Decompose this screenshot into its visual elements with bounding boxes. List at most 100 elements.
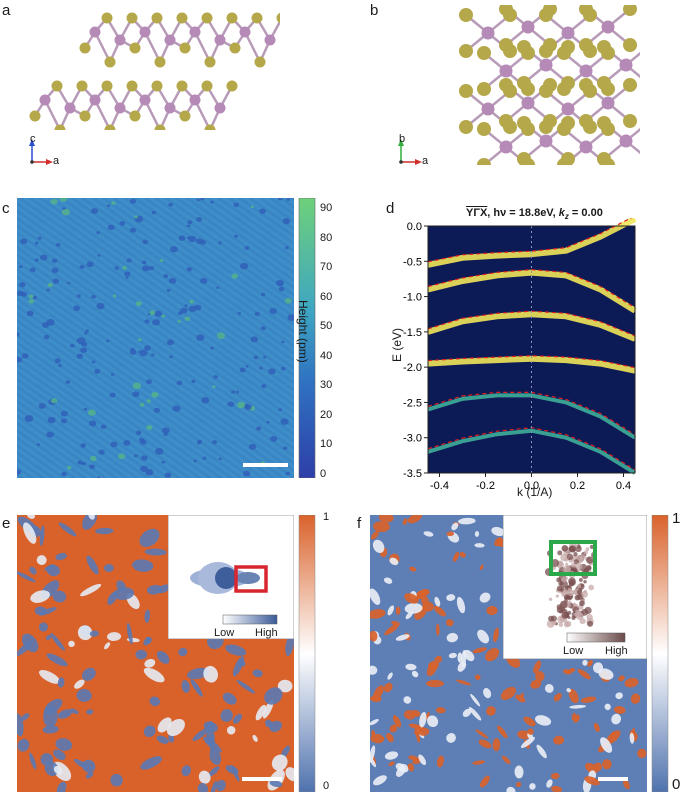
map-blob (434, 655, 443, 664)
defect-spot (88, 420, 97, 427)
map-blob (598, 668, 614, 680)
map-blob (478, 739, 492, 749)
defect-spot (110, 373, 115, 376)
metal-atom (264, 34, 276, 46)
defect-spot (46, 288, 51, 292)
map-blob (210, 733, 215, 753)
colorbar-tick-label: 90 (320, 202, 333, 214)
defect-spot (282, 218, 291, 225)
y-tick-label: 0.0 (407, 221, 422, 233)
map-blob (582, 659, 588, 666)
map-blob (479, 592, 491, 603)
map-blob (463, 649, 475, 662)
inset-spot (565, 620, 572, 627)
defect-spot (187, 220, 193, 225)
map-blob (383, 682, 393, 693)
defect-spot (237, 311, 242, 315)
metal-atom (89, 26, 101, 38)
defect-spot (151, 353, 155, 357)
map-blob (17, 738, 30, 752)
map-blob (470, 693, 481, 707)
scale-bar-f (598, 777, 628, 781)
map-blob (392, 715, 402, 728)
map-blob (20, 713, 30, 722)
defect-spot (34, 241, 39, 245)
map-blob (580, 696, 597, 703)
map-blob (587, 659, 593, 667)
arpes-plot-area (428, 226, 635, 473)
map-blob (395, 634, 410, 641)
map-blob (472, 760, 485, 765)
defect-spot (79, 264, 85, 270)
inset-spot (586, 564, 592, 571)
inset-spot (589, 544, 594, 550)
map-blob (21, 633, 39, 653)
map-blob (402, 518, 408, 525)
map-blob (88, 515, 95, 520)
inset-spot (586, 613, 593, 621)
map-blob (53, 749, 66, 761)
map-blob (407, 515, 422, 524)
inset-spot (563, 618, 568, 623)
defect-spot (17, 332, 20, 337)
arpes-band (427, 428, 637, 475)
defect-spot (58, 364, 62, 367)
defect-spot (51, 267, 59, 274)
map-blob (373, 775, 387, 786)
map-blob (404, 593, 419, 604)
map-blob (156, 650, 170, 664)
map-blob (216, 779, 226, 792)
sulfur-atom (477, 122, 491, 136)
map-blob (156, 584, 171, 594)
defect-spot (106, 204, 111, 208)
map-blob (472, 647, 487, 654)
map-blob (497, 725, 508, 739)
colorbar-tick-label: 80 (320, 231, 333, 244)
map-blob (569, 704, 587, 709)
metal-atom (64, 102, 76, 114)
defect-spot (248, 443, 257, 450)
defect-spot (17, 290, 24, 297)
defect-spot (240, 262, 249, 270)
defect-spot (111, 201, 116, 205)
inset-spot (583, 550, 588, 555)
defect-spot (76, 337, 86, 345)
defect-spot (140, 455, 148, 461)
defect-spot (67, 466, 72, 470)
map-blob (566, 688, 572, 693)
map-blob (144, 609, 151, 623)
sulfur-atom (557, 122, 571, 136)
defect-spot (21, 353, 29, 359)
inset-spot (567, 589, 575, 597)
defect-spot (135, 301, 142, 307)
colorbar-e-top: 1 (323, 511, 330, 523)
defect-spot (188, 305, 197, 313)
defect-spot (269, 307, 277, 315)
map-blob (44, 761, 59, 777)
defect-spot (129, 198, 137, 204)
defect-spot (85, 329, 89, 333)
map-blob (43, 705, 58, 728)
map-blob (535, 715, 552, 726)
defect-spot (254, 311, 260, 317)
map-blob (459, 552, 466, 558)
map-blob (530, 679, 542, 689)
metal-atom (579, 140, 593, 154)
sulfur-atom (79, 42, 91, 54)
defect-spot (153, 407, 161, 413)
sulfur-atom (517, 116, 531, 130)
map-blob (435, 707, 446, 714)
defect-spot (210, 346, 214, 350)
crystal-top-view (459, 5, 640, 165)
inset-spot (568, 545, 575, 552)
defect-spot (177, 320, 182, 323)
map-blob (56, 781, 67, 792)
colorbar-tick-label: 70 (320, 261, 333, 273)
map-blob (85, 771, 94, 779)
metal-atom (89, 94, 101, 106)
map-blob (389, 724, 398, 733)
colorbar-tick-label: 20 (320, 408, 333, 421)
defect-spot (161, 314, 166, 318)
defect-spot (285, 471, 290, 476)
metal-atom (539, 58, 553, 72)
